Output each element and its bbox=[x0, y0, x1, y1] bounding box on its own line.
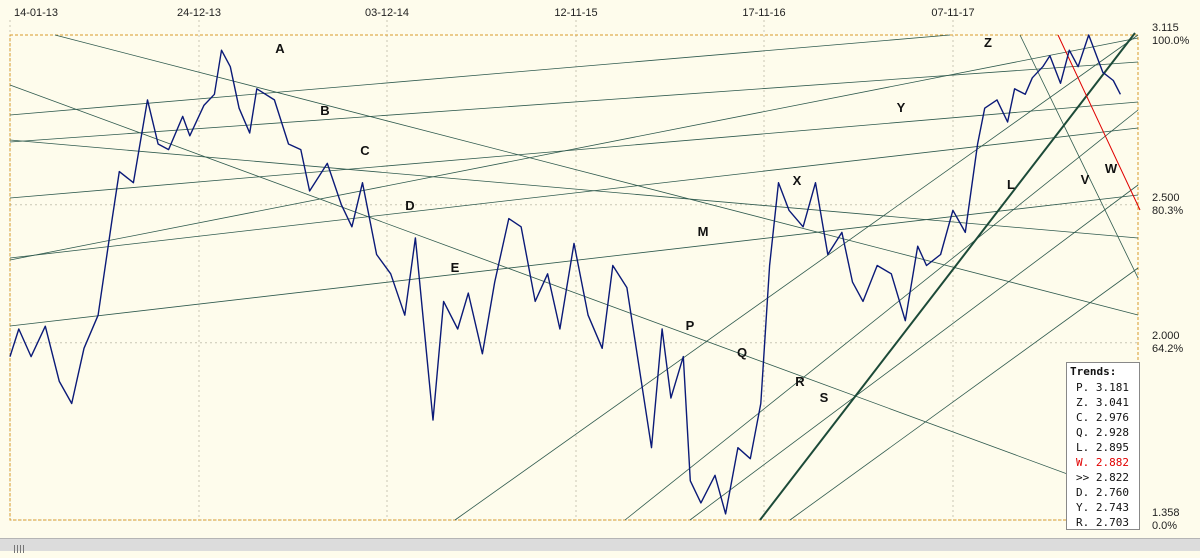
horizontal-scrollbar[interactable] bbox=[0, 538, 1200, 553]
y-tick-label: 3.115 bbox=[1152, 22, 1179, 34]
trend-key: Z. bbox=[1076, 396, 1090, 409]
trend-key: >> bbox=[1076, 471, 1090, 484]
trend-line bbox=[454, 34, 1139, 521]
trend-label-v: V bbox=[1081, 172, 1090, 187]
trend-row: W. 2.882 bbox=[1067, 455, 1139, 470]
y-tick-percent: 0.0% bbox=[1152, 520, 1177, 532]
trend-row: Q. 2.928 bbox=[1067, 425, 1139, 440]
trend-label-d: D bbox=[405, 198, 414, 213]
trend-label-p: P bbox=[686, 318, 695, 333]
price-series-line bbox=[9, 34, 1122, 515]
trend-label-r: R bbox=[795, 374, 805, 389]
scrollbar-thumb[interactable] bbox=[14, 540, 30, 553]
x-tick-label: 24-12-13 bbox=[177, 7, 221, 19]
trend-label-x: X bbox=[793, 173, 802, 188]
trend-line bbox=[9, 37, 1139, 261]
trend-key: C. bbox=[1076, 411, 1090, 424]
series bbox=[9, 34, 1122, 515]
trend-line bbox=[9, 194, 1139, 327]
trend-label-z: Z bbox=[984, 35, 992, 50]
trend-label-s: S bbox=[820, 390, 829, 405]
trend-line bbox=[9, 127, 1139, 259]
trend-row: C. 2.976 bbox=[1067, 410, 1139, 425]
y-tick-label: 2.500 bbox=[1152, 192, 1180, 204]
trend-value: 2.760 bbox=[1089, 486, 1129, 499]
trend-row: >> 2.822 bbox=[1067, 470, 1139, 485]
trend-label-b: B bbox=[320, 103, 329, 118]
trend-value: 2.895 bbox=[1089, 441, 1129, 454]
trend-row: Y. 2.743 bbox=[1067, 500, 1139, 515]
x-tick-label: 03-12-14 bbox=[365, 7, 409, 19]
trend-label-a: A bbox=[275, 41, 285, 56]
trendlines bbox=[9, 32, 1141, 521]
main-trend-line bbox=[759, 32, 1136, 521]
trend-key: Q. bbox=[1076, 426, 1090, 439]
x-tick-label: 07-11-17 bbox=[931, 7, 974, 19]
trend-value: 2.928 bbox=[1089, 426, 1129, 439]
trend-label-y: Y bbox=[897, 100, 906, 115]
trend-line bbox=[689, 184, 1139, 521]
trend-line bbox=[9, 61, 1139, 143]
trend-label-m: M bbox=[698, 224, 709, 239]
trend-line bbox=[9, 84, 1139, 501]
trend-line bbox=[1019, 34, 1139, 279]
trend-value: 3.181 bbox=[1089, 381, 1129, 394]
trend-line bbox=[789, 267, 1139, 521]
trend-label-w: W bbox=[1105, 161, 1118, 176]
trend-key: W. bbox=[1076, 456, 1090, 469]
trend-row: L. 2.895 bbox=[1067, 440, 1139, 455]
y-tick-percent: 80.3% bbox=[1152, 205, 1183, 217]
trend-key: R. bbox=[1076, 516, 1090, 529]
trend-row: D. 2.760 bbox=[1067, 485, 1139, 500]
x-tick-label: 12-11-15 bbox=[554, 7, 597, 19]
trends-title: Trends: bbox=[1070, 365, 1117, 378]
trend-line bbox=[624, 109, 1139, 521]
trends-list: P. 3.181 Z. 3.041 C. 2.976 Q. 2.928 L. 2.895… bbox=[1067, 380, 1139, 530]
x-axis: 14-01-13 24-12-13 03-12-14 12-11-15 17-11-16… bbox=[9, 7, 975, 520]
trend-label-l: L bbox=[1007, 177, 1015, 192]
x-tick-label: 17-11-16 bbox=[742, 7, 785, 19]
trend-value: 2.822 bbox=[1089, 471, 1129, 484]
y-tick-percent: 100.0% bbox=[1152, 35, 1190, 47]
y-tick-label: 1.358 bbox=[1152, 507, 1180, 519]
trend-value: 2.743 bbox=[1089, 501, 1129, 514]
y-tick-label: 2.000 bbox=[1152, 330, 1180, 342]
w-trend-line bbox=[1057, 34, 1141, 211]
trend-value: 3.041 bbox=[1089, 396, 1129, 409]
trend-key: L. bbox=[1076, 441, 1090, 454]
trend-value: 2.882 bbox=[1089, 456, 1129, 469]
trend-value: 2.703 bbox=[1089, 516, 1129, 529]
trend-row: Z. 3.041 bbox=[1067, 395, 1139, 410]
trend-line bbox=[9, 101, 1139, 199]
x-tick-label: 14-01-13 bbox=[14, 7, 58, 19]
trend-value: 2.976 bbox=[1089, 411, 1129, 424]
trend-row: P. 3.181 bbox=[1067, 380, 1139, 395]
trend-line bbox=[54, 34, 1139, 316]
trend-key: D. bbox=[1076, 486, 1090, 499]
trends-panel: Trends: P. 3.181 Z. 3.041 C. 2.976 Q. 2.928… bbox=[1066, 362, 1140, 530]
trend-label-c: C bbox=[360, 143, 370, 158]
trend-key: Y. bbox=[1076, 501, 1090, 514]
plot-frame bbox=[9, 34, 1139, 521]
trend-labels: A B C D E M P Q RS X Y Z L VW bbox=[275, 35, 1118, 405]
trend-line bbox=[9, 34, 951, 116]
trend-row: R. 2.703 bbox=[1067, 515, 1139, 530]
trend-label-q: Q bbox=[737, 345, 747, 360]
trend-key: P. bbox=[1076, 381, 1090, 394]
trend-label-e: E bbox=[451, 260, 460, 275]
y-tick-percent: 64.2% bbox=[1152, 343, 1183, 355]
